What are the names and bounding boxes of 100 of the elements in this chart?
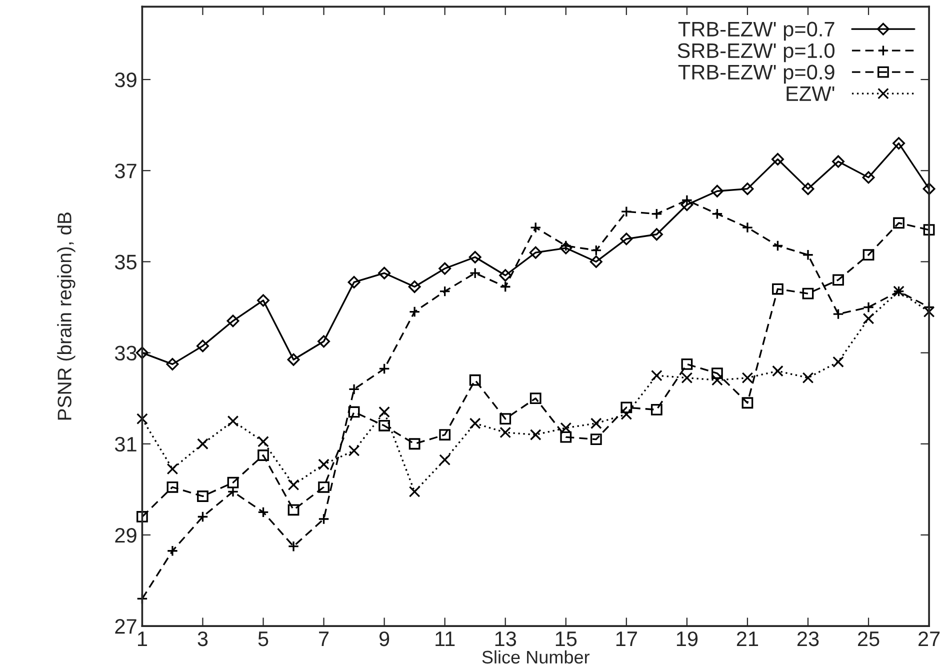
point bbox=[257, 294, 270, 307]
point bbox=[742, 397, 754, 409]
x-tick-label: 23 bbox=[797, 631, 819, 646]
point bbox=[378, 266, 391, 280]
point bbox=[650, 370, 662, 382]
point bbox=[772, 365, 784, 377]
point bbox=[288, 479, 300, 491]
x-tick-label: 1 bbox=[138, 632, 147, 646]
point bbox=[136, 511, 148, 522]
point bbox=[499, 269, 512, 282]
point bbox=[862, 171, 875, 184]
y-tick-label: 29 bbox=[115, 528, 136, 543]
y-tick-label: 35 bbox=[114, 254, 136, 270]
point bbox=[227, 476, 239, 488]
point bbox=[348, 445, 360, 456]
point bbox=[741, 182, 754, 196]
point bbox=[530, 392, 542, 404]
point bbox=[288, 504, 300, 516]
point bbox=[650, 228, 663, 241]
legend-label: TRB-EZW' p=0.9 bbox=[678, 64, 834, 84]
point bbox=[529, 246, 542, 259]
legend-label: TRB-EZW' p=0.7 bbox=[678, 22, 834, 41]
point bbox=[862, 312, 874, 324]
x-tick-label: 15 bbox=[556, 632, 577, 646]
y-tick-label: 33 bbox=[114, 346, 136, 361]
point bbox=[196, 340, 209, 352]
point bbox=[318, 335, 330, 348]
point bbox=[712, 368, 723, 379]
point bbox=[258, 436, 269, 448]
point bbox=[439, 429, 451, 440]
point bbox=[227, 415, 239, 427]
y-tick-label: 27 bbox=[115, 619, 136, 634]
point bbox=[378, 420, 390, 432]
point bbox=[408, 486, 420, 498]
point bbox=[620, 402, 632, 414]
point bbox=[681, 372, 693, 384]
point bbox=[650, 404, 662, 416]
point bbox=[620, 232, 633, 246]
point bbox=[802, 182, 814, 196]
x-tick-label: 21 bbox=[736, 631, 758, 646]
x-tick-label: 11 bbox=[436, 632, 455, 646]
point bbox=[500, 426, 512, 438]
point bbox=[893, 217, 904, 229]
y-axis-title: PSNR (brain region), dB bbox=[57, 212, 76, 420]
point bbox=[560, 431, 572, 443]
point bbox=[438, 262, 452, 275]
point bbox=[771, 152, 784, 166]
point bbox=[560, 242, 572, 254]
point bbox=[832, 155, 844, 168]
x-tick-label: 5 bbox=[258, 632, 268, 646]
point bbox=[500, 413, 512, 425]
y-tick-label: 37 bbox=[114, 164, 136, 178]
point bbox=[258, 450, 269, 461]
point bbox=[166, 481, 178, 493]
x-tick-label: 19 bbox=[676, 631, 698, 646]
point bbox=[923, 224, 935, 236]
point bbox=[832, 356, 844, 368]
point bbox=[802, 372, 814, 384]
point bbox=[590, 434, 602, 446]
x-tick-label: 17 bbox=[616, 632, 637, 646]
point bbox=[530, 429, 542, 440]
point bbox=[439, 454, 451, 466]
point bbox=[318, 458, 330, 470]
point bbox=[862, 249, 874, 261]
point bbox=[136, 346, 148, 360]
point bbox=[832, 274, 844, 286]
x-tick-label: 13 bbox=[495, 631, 516, 646]
point bbox=[287, 353, 300, 366]
x-axis-title: Slice Number bbox=[482, 650, 590, 664]
point bbox=[166, 463, 178, 475]
point bbox=[468, 250, 482, 264]
legend-label: SRB-EZW' p=1.0 bbox=[678, 43, 834, 62]
point bbox=[166, 358, 179, 370]
point bbox=[318, 481, 330, 493]
point bbox=[408, 280, 421, 293]
y-tick-label: 31 bbox=[114, 436, 136, 452]
point bbox=[408, 438, 420, 450]
point bbox=[469, 418, 481, 430]
x-tick-label: 9 bbox=[379, 631, 390, 646]
point bbox=[197, 438, 208, 450]
y-tick-label: 39 bbox=[114, 72, 136, 88]
point bbox=[136, 413, 148, 425]
point bbox=[680, 198, 694, 212]
point bbox=[590, 255, 602, 268]
point bbox=[742, 372, 754, 384]
x-tick-label: 3 bbox=[198, 631, 208, 646]
point bbox=[892, 137, 906, 150]
x-tick-label: 25 bbox=[858, 631, 880, 646]
x-tick-label: 7 bbox=[319, 632, 329, 646]
point bbox=[348, 276, 360, 288]
point bbox=[802, 288, 814, 300]
point bbox=[681, 358, 693, 370]
legend-label: EZW' bbox=[786, 86, 834, 101]
point bbox=[197, 490, 208, 502]
point bbox=[378, 406, 390, 418]
point bbox=[922, 182, 936, 196]
point bbox=[710, 184, 724, 198]
point bbox=[348, 406, 360, 418]
point bbox=[590, 418, 602, 430]
point bbox=[469, 374, 481, 386]
